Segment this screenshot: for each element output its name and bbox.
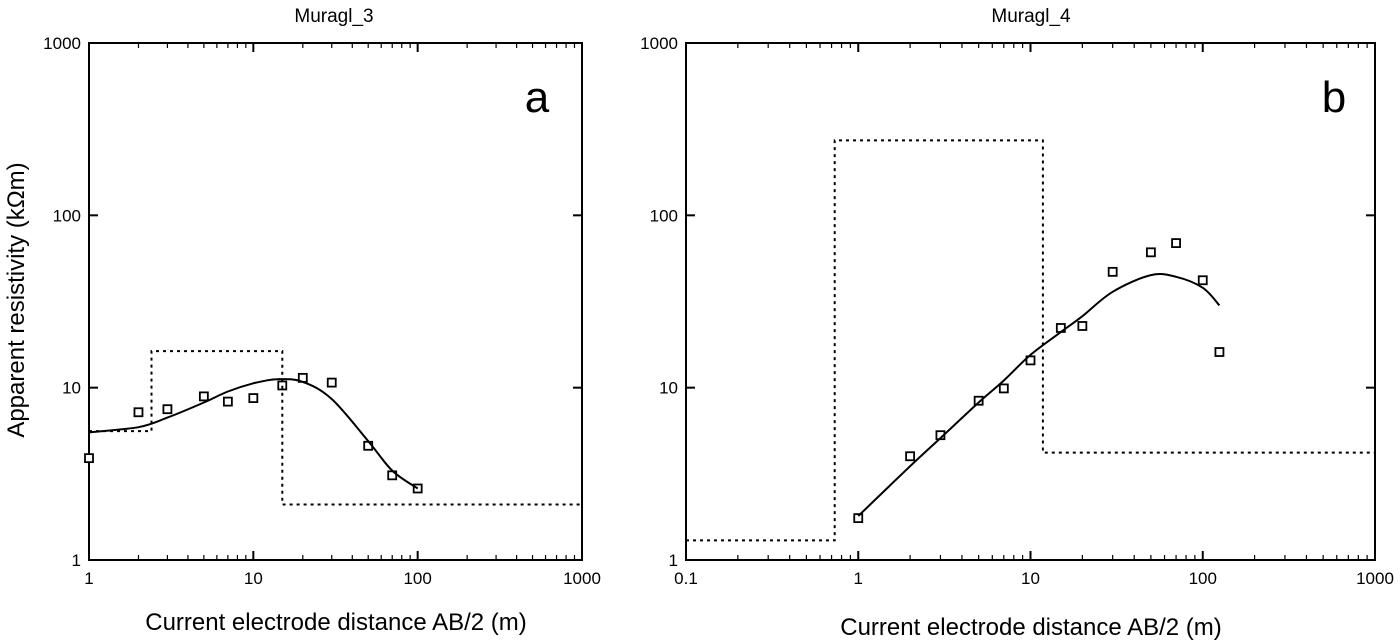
- panel-a-y-tick-label: 1: [72, 551, 81, 570]
- panel-a-fitted-curve: [88, 378, 419, 490]
- panel-b-data-point: [1145, 247, 1156, 258]
- panel-b-x-tick-label: 1: [854, 569, 863, 588]
- panel-b-letter: b: [1322, 73, 1346, 122]
- panel-b-x-tick-label: 100: [1189, 569, 1217, 588]
- panel-b-data-point: [1197, 275, 1208, 286]
- panel-a-data-point: [222, 396, 233, 407]
- panel-a-model-layers-dotted: [89, 350, 582, 506]
- panel-a-data-point: [84, 453, 94, 464]
- panel-b-x-tick-label: 0.1: [674, 569, 698, 588]
- panel-a-data-point: [162, 404, 173, 415]
- panel-a-y-axis-title: Apparent resistivity (kΩm): [3, 162, 30, 437]
- panel-a-x-tick-label: 1: [84, 569, 93, 588]
- panel-b-x-tick-label: 1000: [1356, 569, 1394, 588]
- panel-b-y-tick-label: 10: [659, 379, 678, 398]
- panel-b-data-point: [853, 513, 864, 524]
- panel-a-title: Muragl_3: [294, 6, 373, 27]
- panel-b-model-layers-dotted: [686, 139, 1375, 542]
- panel-a-data-point: [326, 377, 337, 388]
- panel-b-data-point: [905, 451, 916, 462]
- panel-a-y-tick-label: 100: [53, 206, 81, 225]
- panel-b-data-point: [1214, 347, 1225, 357]
- panel-a-x-tick-label: 100: [403, 569, 431, 588]
- panel-b-fitted-curve: [857, 272, 1221, 517]
- panel-b-title: Muragl_4: [991, 6, 1071, 27]
- panel-b-data-point: [1077, 321, 1088, 331]
- panel-b-data-point: [998, 383, 1009, 394]
- panel-b-y-tick-label: 1000: [640, 34, 678, 53]
- panel-b-data-point: [1107, 266, 1118, 277]
- panel-a-data-point: [198, 391, 209, 402]
- panel-a-x-tick-label: 1000: [563, 569, 601, 588]
- panel-a-x-tick-label: 10: [244, 569, 263, 588]
- panel-a-letter: a: [525, 73, 550, 122]
- panel-a-x-axis-title: Current electrode distance AB/2 (m): [145, 609, 527, 636]
- panel-a-y-tick-label: 1000: [43, 34, 81, 53]
- panel-b-y-tick-label: 100: [650, 206, 678, 225]
- panel-a-y-tick-label: 10: [62, 379, 81, 398]
- panel-a-muragl-3: Muragl_3 a Current electrode distance AB…: [3, 6, 601, 636]
- panel-a-plot-frame: [88, 42, 583, 561]
- panel-b-data-point: [1171, 238, 1181, 249]
- panel-a-data-point: [133, 407, 144, 418]
- panel-b-y-tick-label: 1: [669, 551, 678, 570]
- panel-b-data-point: [1025, 355, 1036, 366]
- panel-b-x-tick-label: 10: [1021, 569, 1040, 588]
- panel-b-x-axis-title: Current electrode distance AB/2 (m): [840, 614, 1222, 641]
- panel-b-plot-frame: [685, 42, 1376, 561]
- panel-a-data-point: [248, 393, 259, 403]
- panel-b-muragl-4: Muragl_4 b Current electrode distance AB…: [640, 6, 1394, 641]
- panel-b-data-point: [973, 395, 984, 406]
